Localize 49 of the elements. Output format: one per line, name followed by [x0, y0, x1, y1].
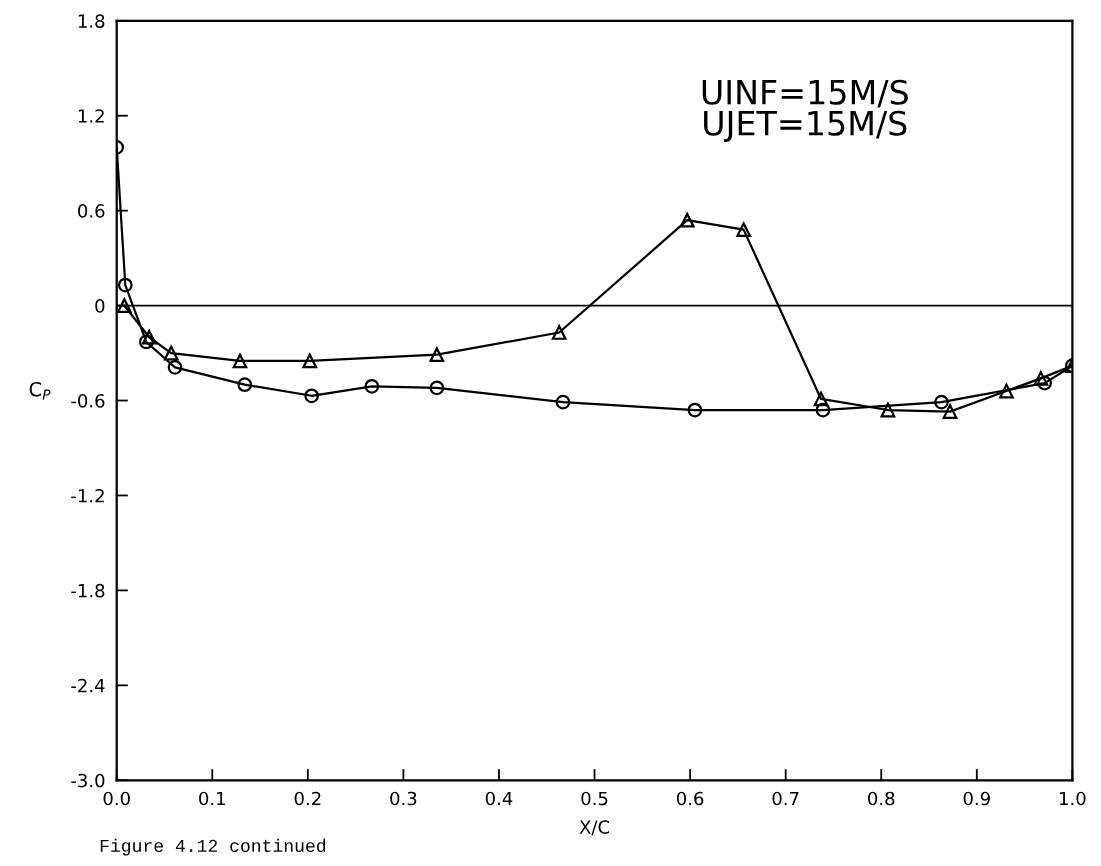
x-tick-label: 0.1 [199, 791, 225, 806]
y-axis-title: C$_{P}$ [29, 381, 51, 400]
point [551, 325, 567, 340]
x-tick-label: 1.0 [1060, 791, 1086, 806]
point [117, 277, 133, 293]
x-tick-label: 0.5 [581, 791, 608, 806]
caption: Figure 4.12 continued [100, 838, 326, 856]
point [163, 345, 179, 361]
x-tick-label: 0.3 [390, 791, 417, 806]
point [555, 394, 571, 410]
point [429, 380, 445, 396]
point [167, 359, 183, 375]
x-axis-title: X/C [579, 820, 610, 836]
point [237, 377, 253, 393]
point [232, 353, 248, 369]
point [429, 347, 445, 362]
point [1037, 375, 1053, 391]
point [736, 222, 751, 237]
point [880, 402, 896, 418]
y-tick-label: -1.2 [71, 488, 104, 503]
point [679, 212, 695, 228]
point [942, 404, 958, 419]
y-tick-label: 0 [95, 299, 105, 313]
y-tick-label: -2.4 [71, 678, 105, 693]
point [302, 353, 318, 369]
annotation: UINF=15M/S UJET=15M/S [702, 79, 908, 143]
point [813, 391, 829, 407]
point [364, 378, 380, 394]
y-tick-label: -3.0 [71, 773, 105, 788]
point [999, 383, 1014, 399]
x-tick-label: 0.2 [294, 791, 321, 806]
x-tick-label: 0.6 [676, 791, 704, 806]
y-tick-label: 0.6 [78, 204, 105, 218]
point [138, 334, 154, 350]
point [141, 329, 157, 345]
x-tick-label: 0.0 [103, 791, 130, 806]
point [815, 402, 831, 418]
y-tick-label: -0.6 [71, 393, 105, 408]
point [1033, 371, 1049, 386]
point [304, 388, 320, 404]
x-tick-label: 0.4 [485, 791, 513, 806]
point [934, 394, 949, 410]
x-tick-label: 0.7 [772, 791, 799, 806]
y-tick-label: 1.2 [78, 109, 104, 123]
y-tick-label: 1.8 [78, 14, 105, 28]
x-tick-label: 0.8 [868, 791, 895, 806]
y-tick-label: -1.8 [71, 583, 105, 598]
x-tick-label: 0.9 [963, 791, 990, 806]
point [687, 402, 703, 418]
